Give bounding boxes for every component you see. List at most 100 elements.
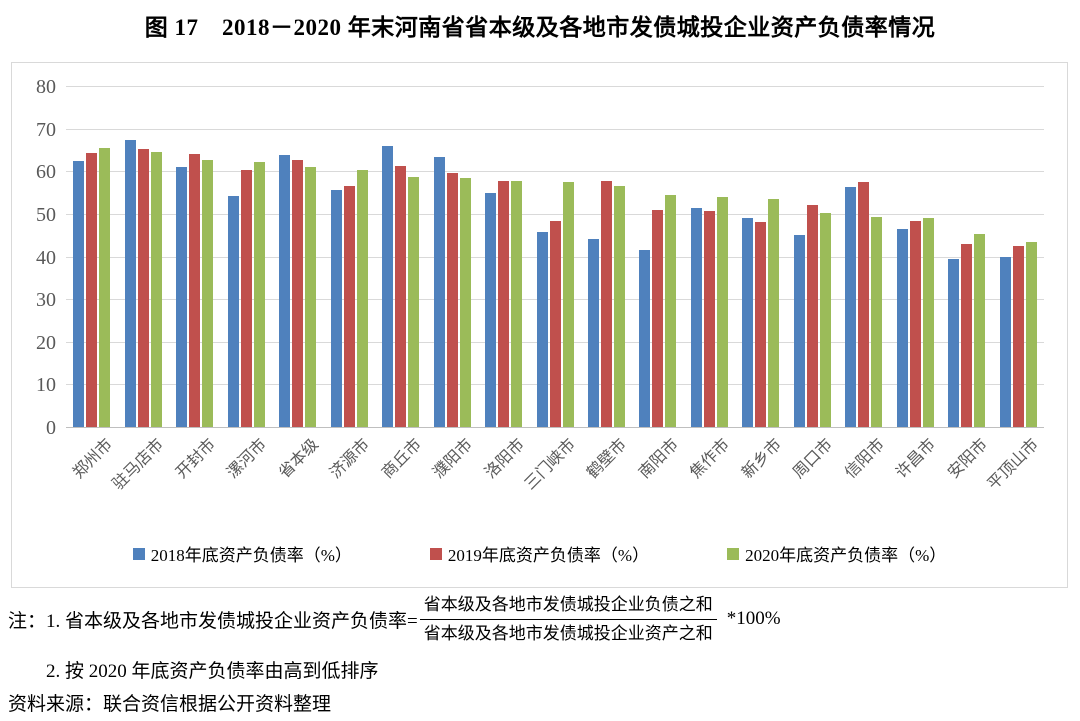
bar [202,159,214,427]
bar [600,181,612,427]
y-axis-tick-label: 40 [36,246,56,269]
footnote-1-prefix: 注：1. 省本级及各地市发债城投企业资产负债率= [8,610,418,632]
x-axis-category-label: 许昌市 [893,436,940,482]
bar [459,178,471,427]
bar [742,218,754,427]
bar [73,161,85,427]
bar [86,153,98,427]
fraction-denominator: 省本级及各地市发债城投企业资产之和 [423,623,713,643]
legend-marker [727,547,740,560]
y-axis-tick-label: 20 [36,331,56,354]
bar [485,192,497,427]
bar [176,166,188,427]
gridline [66,171,1044,173]
gridline [66,213,1044,215]
bar [343,186,355,427]
x-axis-category-label: 省本级 [275,436,322,482]
x-axis-category-label: 漯河市 [224,436,271,482]
fraction-numerator: 省本级及各地市发债城投企业负债之和 [419,592,717,620]
legend-label: 2020年底资产负债率（%） [745,546,947,565]
bar [716,197,728,427]
bar [871,217,883,427]
y-axis-tick-label: 70 [36,118,56,141]
x-axis-line [66,427,1044,428]
x-axis-category-label: 鹤壁市 [584,436,631,482]
bar [150,151,162,427]
bar [137,149,149,427]
legend-marker [429,547,442,560]
bar [639,250,651,427]
bar [189,154,201,427]
bar [511,181,523,427]
bar [948,258,960,427]
legend-label: 2018年底资产负债率（%） [150,546,352,565]
bar [613,186,625,427]
bar [124,139,136,427]
bar [587,239,599,427]
bar [1025,242,1037,427]
legend: 2018年底资产负债率（%） 2019年底资产负债率（%） 2020年底资产负债率（… [12,541,1067,566]
bar [999,256,1011,427]
formula-fraction: 省本级及各地市发债城投企业负债之和 省本级及各地市发债城投企业资产之和 [419,592,717,646]
bar [408,177,420,427]
bar [227,196,239,427]
bar [703,210,715,427]
legend-item: 2020年底资产负债率（%） [727,541,946,566]
x-axis-category-label: 周口市 [790,436,837,482]
x-axis-category-label: 驻马店市 [109,436,168,494]
bar [909,221,921,427]
bar [755,221,767,427]
legend-item: 2018年底资产负债率（%） [132,541,352,566]
bar [1012,246,1024,427]
legend-item: 2019年底资产负债率（%） [429,541,650,566]
legend-marker [132,547,145,560]
bar [549,221,561,427]
gridline [66,86,1044,87]
bar [305,166,317,427]
bar [961,244,973,427]
bar [99,147,111,427]
y-axis-tick-label: 30 [36,289,56,312]
bar [768,199,780,427]
bar [806,204,818,427]
bar [382,146,394,427]
bar [858,181,870,427]
bar [356,170,368,427]
bar [974,234,986,427]
bar [690,208,702,427]
formula-multiplier: *100% [726,608,781,629]
bar [652,209,664,427]
chart-title: 图 17 2018－2020 年末河南省省本级及各地市发债城投企业资产负债率情况 [144,15,936,40]
plot-area: 郑州市 驻马店市 开封市 漯河市 省本级 济源市 商丘市 濮阳市 洛阳市 三门峡市 鹤壁市 南阳市 焦作… [66,86,1044,493]
bar [896,229,908,427]
y-axis-tick-label: 80 [36,76,56,98]
y-axis-tick-label: 50 [36,203,56,226]
bar [395,165,407,427]
y-axis-tick-label: 0 [46,417,56,439]
bar [330,189,342,427]
bar [845,187,857,427]
footnotes: 注：1. 省本级及各地市发债城投企业资产负债率= 省本级及各地市发债城投企业负债… [8,592,1072,715]
x-axis-category-label: 济源市 [327,436,374,482]
bar [240,169,252,427]
bar [922,218,934,427]
x-axis-category-label: 洛阳市 [481,436,528,482]
bar [536,231,548,427]
chart: 郑州市 驻马店市 开封市 漯河市 省本级 济源市 商丘市 濮阳市 洛阳市 三门峡市 鹤壁市 南阳市 焦作… [11,62,1068,588]
bar [498,181,510,427]
bar [562,182,574,427]
gridline [66,128,1044,130]
bar [793,235,805,427]
bar [253,162,265,427]
footnote-2: 2. 按 2020 年底资产负债率由高到低排序 [46,661,379,682]
bar [279,155,291,427]
y-axis-tick-label: 60 [36,161,56,184]
legend-label: 2019年底资产负债率（%） [447,546,650,565]
x-axis-category-label: 商丘市 [378,436,425,482]
bar [665,194,677,427]
y-axis-tick-label: 10 [36,374,56,397]
x-axis-category-label: 平顶山市 [984,436,1043,494]
bar [819,212,831,427]
source-line: 资料来源：联合资信根据公开资料整理 [8,694,332,715]
